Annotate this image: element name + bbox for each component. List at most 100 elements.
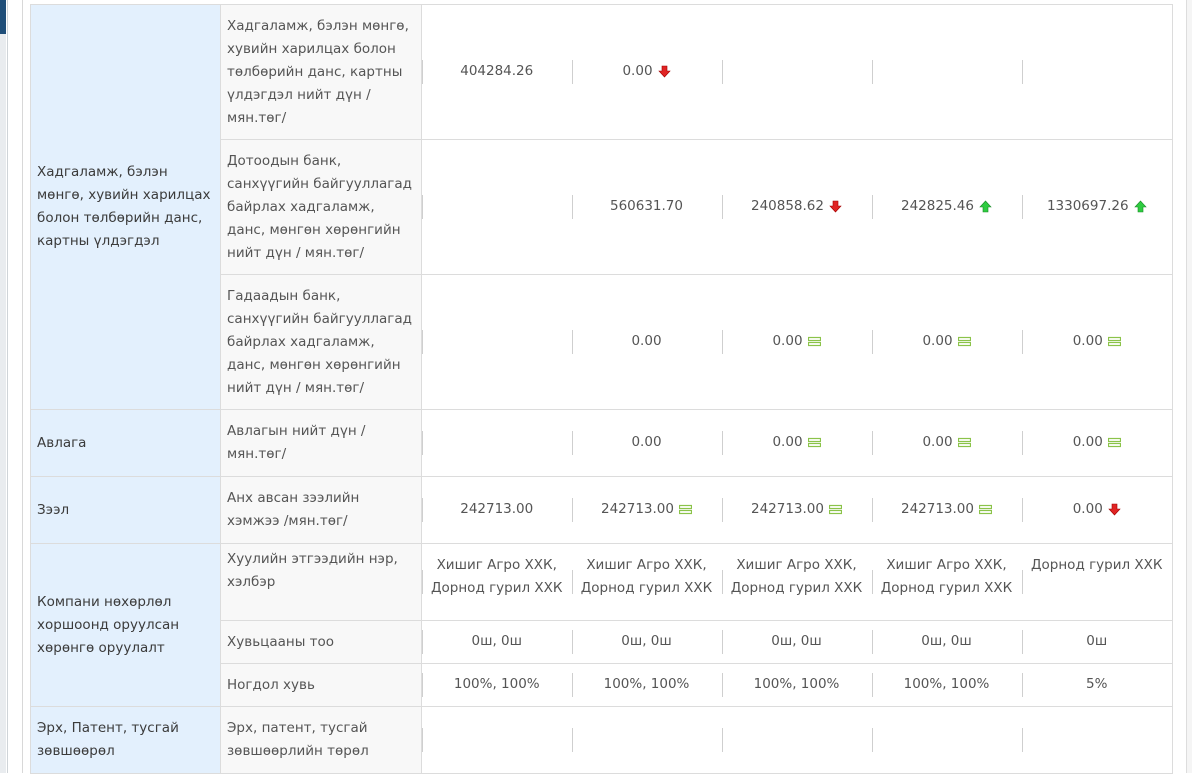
- equal-green-icon: [953, 334, 971, 350]
- table-row: Зээл Анх авсан зээлийн хэмжээ /мян.төг/ …: [30, 476, 1173, 544]
- indicator-cell: Гадаадын банк, санхүүгийн байгууллагад б…: [220, 274, 422, 410]
- value-cell: Хишиг Агро ХХК, Дорнод гурил ХХК: [721, 543, 872, 621]
- arrow-up-green-icon: [1129, 199, 1147, 215]
- value-text: 240858.62: [750, 198, 824, 215]
- value-text: 0.00: [1072, 434, 1103, 451]
- value-text: Хишиг Агро ХХК, Дорнод гурил ХХК: [880, 557, 1013, 596]
- value-text: Дорнод гурил ХХК: [1030, 557, 1163, 573]
- value-cell: Дорнод гурил ХХК: [1021, 543, 1173, 621]
- value-text: 0.00: [622, 63, 653, 80]
- value-cell: 0.00: [871, 274, 1022, 410]
- value-cell: 0.00: [571, 4, 722, 140]
- value-text: 0.00: [1072, 501, 1103, 518]
- value-text: 0ш, 0ш: [471, 633, 522, 650]
- value-cell: [1021, 4, 1173, 140]
- value-text: 1330697.26: [1046, 198, 1129, 215]
- value-text: 242825.46: [900, 198, 974, 215]
- table-row: Авлага Авлагын нийт дүн / мян.төг/ 0.00 …: [30, 409, 1173, 477]
- table-row: Гадаадын банк, санхүүгийн байгууллагад б…: [31, 274, 1173, 410]
- equal-green-icon: [803, 334, 821, 350]
- value-cell: 242825.46: [871, 139, 1022, 275]
- arrow-down-red-icon: [653, 64, 671, 80]
- equal-green-icon: [674, 502, 692, 518]
- indicator-cell: Авлагын нийт дүн / мян.төг/: [220, 409, 422, 477]
- value-cell: Хишиг Агро ХХК, Дорнод гурил ХХК: [421, 543, 572, 621]
- indicator-cell: Хувьцааны тоо: [220, 620, 422, 664]
- value-cell: [1021, 706, 1173, 774]
- value-text: 0.00: [1072, 333, 1103, 350]
- value-cell: 5%: [1021, 663, 1173, 707]
- value-text: 100%, 100%: [603, 676, 690, 693]
- equal-green-icon: [803, 435, 821, 451]
- value-cell: [871, 4, 1022, 140]
- value-text: 404284.26: [460, 63, 534, 80]
- table-row: Дотоодын банк, санхүүгийн байгууллагад б…: [31, 139, 1173, 275]
- category-cell: Эрх, Патент, тусгай зөвшөөрөл: [30, 706, 221, 774]
- table-row: Хадгаламж, бэлэн мөнгө, хувийн харилцах …: [30, 4, 1173, 410]
- value-cell: 100%, 100%: [421, 663, 572, 707]
- value-cell: 560631.70: [571, 139, 722, 275]
- value-text: 100%, 100%: [453, 676, 540, 693]
- value-cell: [421, 706, 572, 774]
- value-cell: 0ш, 0ш: [871, 620, 1022, 664]
- value-cell: 100%, 100%: [871, 663, 1022, 707]
- value-text: 0ш, 0ш: [621, 633, 672, 650]
- equal-green-icon: [974, 502, 992, 518]
- value-text: 0ш, 0ш: [921, 633, 972, 650]
- value-cell: 0.00: [1021, 409, 1173, 477]
- value-text: Хишиг Агро ХХК, Дорнод гурил ХХК: [730, 557, 863, 596]
- category-cell: Компани нөхөрлөл хоршоонд оруулсан хөрөн…: [30, 543, 221, 707]
- value-cell: 0.00: [571, 274, 722, 410]
- content-frame: [22, 0, 1187, 773]
- value-text: 100%, 100%: [903, 676, 990, 693]
- scrollbar[interactable]: [1186, 0, 1192, 773]
- gutter-divider: [7, 0, 8, 773]
- value-cell: 0ш: [1021, 620, 1173, 664]
- value-cell: 0ш, 0ш: [571, 620, 722, 664]
- arrow-down-red-icon: [824, 199, 842, 215]
- value-text: 100%, 100%: [753, 676, 840, 693]
- indicator-cell: Дотоодын банк, санхүүгийн байгууллагад б…: [220, 139, 422, 275]
- arrow-down-red-icon: [1103, 502, 1121, 518]
- equal-green-icon: [1103, 435, 1121, 451]
- value-cell: [421, 409, 572, 477]
- value-text: Хишиг Агро ХХК, Дорнод гурил ХХК: [580, 557, 713, 596]
- value-cell: 1330697.26: [1021, 139, 1173, 275]
- table-row: Компани нөхөрлөл хоршоонд оруулсан хөрөн…: [30, 543, 1173, 707]
- value-text: 0ш: [1086, 633, 1108, 650]
- equal-green-icon: [1103, 334, 1121, 350]
- value-text: 242713.00: [900, 501, 974, 518]
- left-gutter: [0, 0, 8, 773]
- value-cell: 0.00: [1021, 274, 1173, 410]
- value-text: 0.00: [631, 434, 662, 451]
- category-cell: Хадгаламж, бэлэн мөнгө, хувийн харилцах …: [30, 4, 221, 410]
- value-text: 242713.00: [750, 501, 824, 518]
- nav-accent: [0, 0, 6, 34]
- value-cell: 242713.00: [421, 476, 572, 544]
- value-cell: 0.00: [871, 409, 1022, 477]
- value-text: 242713.00: [600, 501, 674, 518]
- arrow-up-green-icon: [974, 199, 992, 215]
- value-text: Хишиг Агро ХХК, Дорнод гурил ХХК: [430, 557, 563, 596]
- value-text: 560631.70: [609, 198, 683, 215]
- equal-green-icon: [953, 435, 971, 451]
- value-cell: 0ш, 0ш: [421, 620, 572, 664]
- value-text: 242713.00: [460, 501, 534, 518]
- value-cell: [421, 139, 572, 275]
- value-text: 0.00: [772, 434, 803, 451]
- category-cell: Авлага: [30, 409, 221, 477]
- table-row: Ногдол хувь 100%, 100% 100%, 100% 100%, …: [31, 663, 1173, 707]
- value-cell: [421, 274, 572, 410]
- category-cell: Зээл: [30, 476, 221, 544]
- value-text: 0.00: [772, 333, 803, 350]
- value-cell: 100%, 100%: [721, 663, 872, 707]
- value-cell: 0.00: [1021, 476, 1173, 544]
- indicator-cell: Ногдол хувь: [220, 663, 422, 707]
- value-cell: 240858.62: [721, 139, 872, 275]
- value-text: 0.00: [631, 333, 662, 350]
- value-cell: 0.00: [571, 409, 722, 477]
- value-cell: 242713.00: [571, 476, 722, 544]
- value-cell: 404284.26: [421, 4, 572, 140]
- value-text: 0ш, 0ш: [771, 633, 822, 650]
- value-cell: [721, 706, 872, 774]
